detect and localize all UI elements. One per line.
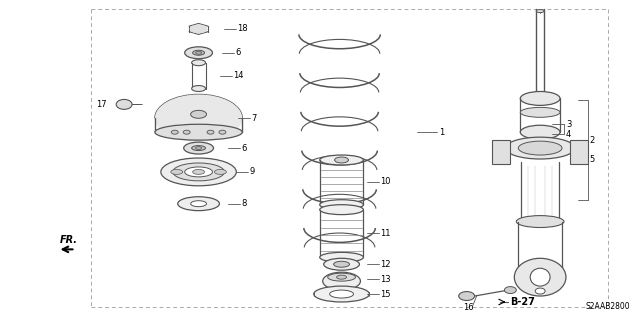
Ellipse shape [178,197,220,211]
Ellipse shape [191,60,205,66]
Text: 12: 12 [380,260,391,269]
Ellipse shape [320,155,364,165]
Bar [570,140,588,164]
Text: 13: 13 [380,275,391,284]
Ellipse shape [171,169,182,174]
Ellipse shape [518,141,562,155]
Ellipse shape [335,157,349,163]
Ellipse shape [459,292,475,300]
Text: 8: 8 [241,199,246,208]
Ellipse shape [191,201,207,207]
Text: 7: 7 [252,114,257,123]
Ellipse shape [155,124,243,140]
Ellipse shape [191,85,205,92]
Text: 9: 9 [249,167,255,176]
Ellipse shape [185,47,212,59]
Ellipse shape [333,261,349,267]
Text: 6: 6 [241,144,246,152]
Ellipse shape [320,205,364,215]
Ellipse shape [191,145,205,151]
Ellipse shape [189,25,207,33]
Ellipse shape [196,51,202,54]
Ellipse shape [173,163,225,181]
Ellipse shape [116,100,132,109]
Text: 16: 16 [463,303,474,312]
Ellipse shape [324,258,360,270]
Ellipse shape [520,92,560,105]
Ellipse shape [207,130,214,134]
Ellipse shape [320,252,364,262]
Ellipse shape [530,268,550,286]
Text: FR.: FR. [60,235,77,245]
Ellipse shape [184,142,214,154]
Bar [493,140,510,164]
Ellipse shape [193,169,205,174]
Text: 2: 2 [590,136,595,145]
Ellipse shape [193,50,205,55]
Ellipse shape [314,286,369,302]
Text: 17: 17 [95,100,106,109]
Text: 5: 5 [590,155,595,164]
Ellipse shape [535,288,545,294]
Text: 11: 11 [380,229,391,238]
Ellipse shape [516,216,564,227]
Ellipse shape [520,108,560,117]
Ellipse shape [191,110,207,118]
Ellipse shape [520,125,560,139]
Ellipse shape [328,273,355,281]
Ellipse shape [320,200,364,210]
Text: 18: 18 [237,25,248,33]
Ellipse shape [219,130,226,134]
Ellipse shape [183,130,190,134]
Text: S2AAB2800: S2AAB2800 [586,302,630,311]
Ellipse shape [196,147,202,150]
Ellipse shape [161,158,236,186]
Ellipse shape [214,169,227,174]
Text: 3: 3 [566,120,572,129]
Text: 1: 1 [439,128,444,137]
Ellipse shape [515,258,566,296]
Text: 6: 6 [236,48,241,57]
Ellipse shape [330,290,353,298]
Text: 10: 10 [380,177,391,186]
Ellipse shape [323,272,360,290]
Text: B-27: B-27 [510,297,535,307]
Ellipse shape [155,94,243,142]
Ellipse shape [337,275,346,279]
Text: 15: 15 [380,290,391,299]
Text: 4: 4 [566,130,572,139]
Text: 14: 14 [234,71,244,80]
Ellipse shape [506,137,575,159]
Ellipse shape [504,286,516,293]
Ellipse shape [536,10,544,12]
Ellipse shape [185,167,212,177]
Ellipse shape [172,130,178,134]
